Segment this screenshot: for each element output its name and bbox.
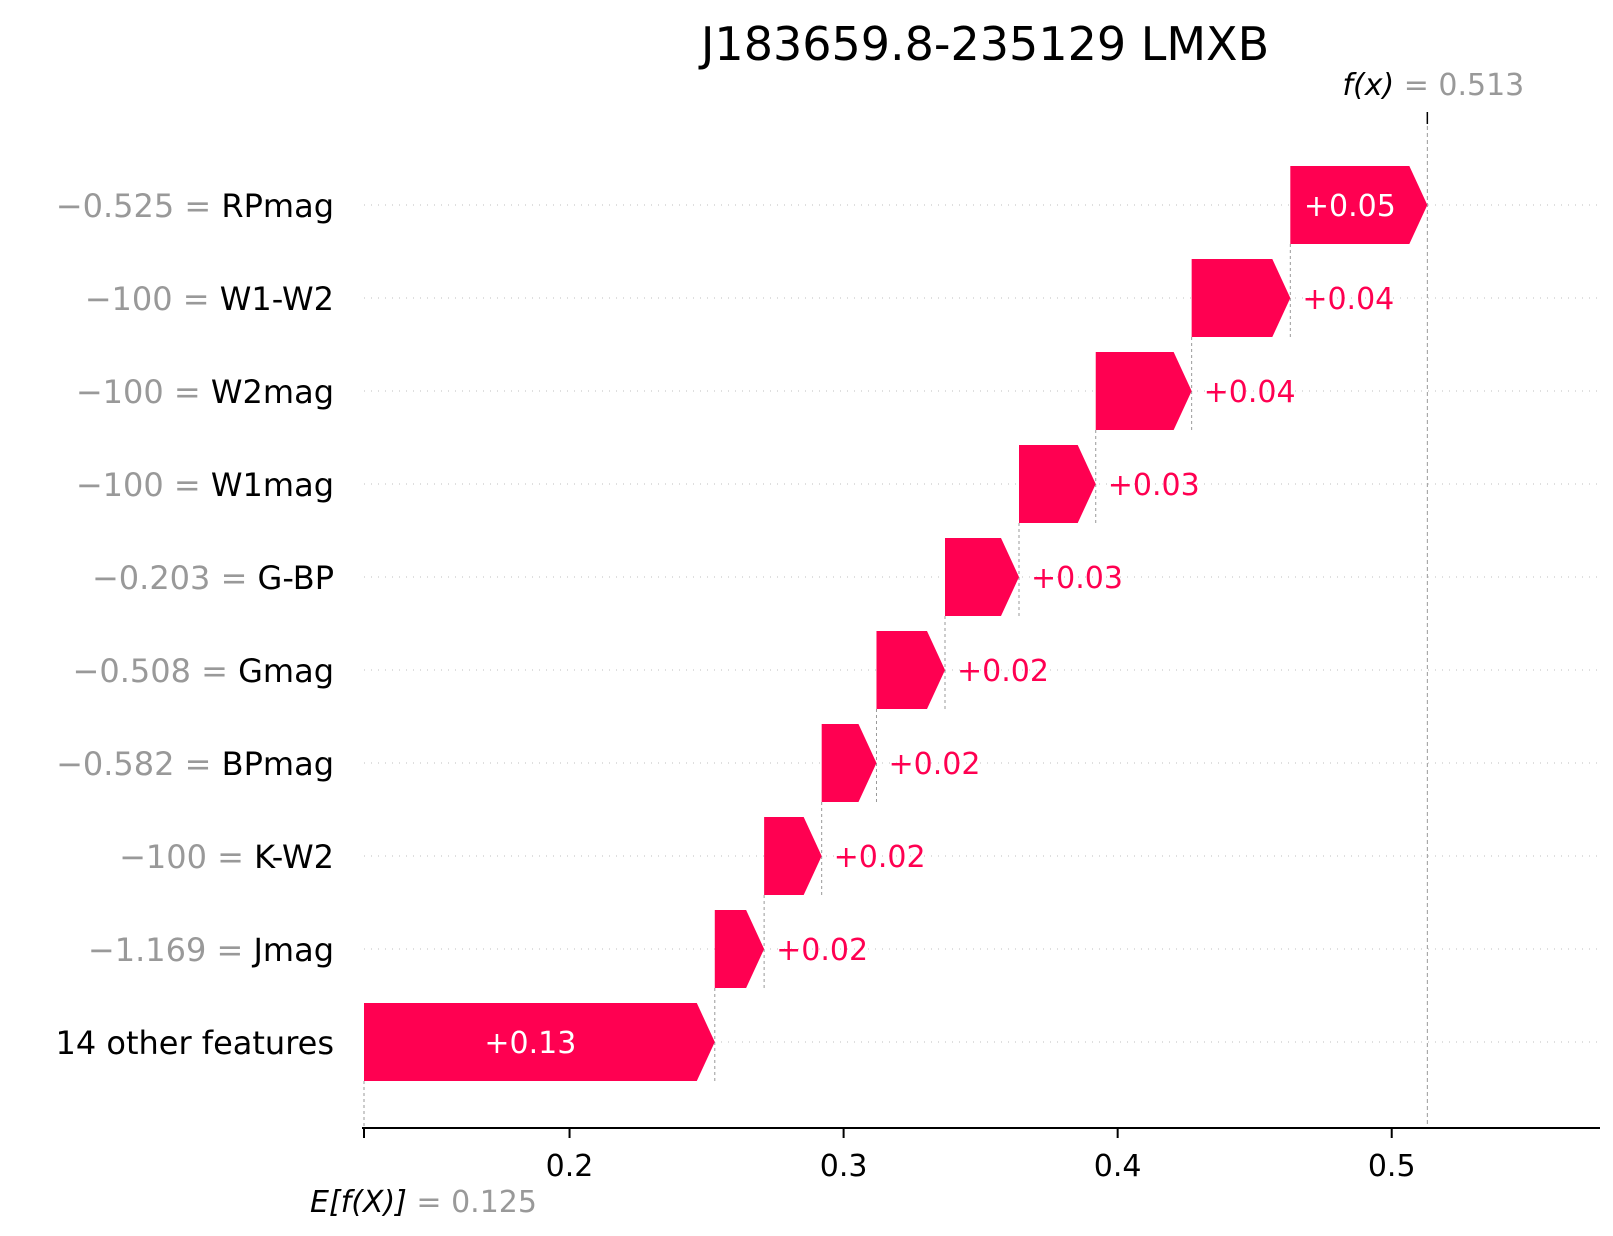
bars-layer bbox=[364, 166, 1427, 1081]
bar-value-label: +0.02 bbox=[888, 747, 980, 782]
bar-value-label: +0.03 bbox=[1031, 561, 1123, 596]
feature-value: −100 = bbox=[76, 373, 211, 411]
bar-value-label: +0.13 bbox=[484, 1026, 576, 1061]
feature-label: −100 = W1mag bbox=[76, 466, 334, 504]
bar-k-w2 bbox=[764, 817, 822, 895]
feature-label: −0.582 = BPmag bbox=[56, 745, 334, 783]
bar-value-label: +0.03 bbox=[1108, 468, 1200, 503]
feature-value: −0.582 = bbox=[56, 745, 222, 783]
feature-label: −1.169 = Jmag bbox=[88, 931, 334, 969]
bar-bpmag bbox=[822, 724, 877, 802]
feature-value: −100 = bbox=[119, 838, 254, 876]
bar-value-label: +0.04 bbox=[1302, 282, 1394, 317]
feature-name: W2mag bbox=[211, 373, 334, 411]
bar-jmag bbox=[715, 910, 764, 988]
bar-value-label: +0.02 bbox=[776, 933, 868, 968]
base-value-number: = 0.125 bbox=[416, 1185, 537, 1220]
bar-value-label: +0.02 bbox=[834, 840, 926, 875]
output-value-number: = 0.513 bbox=[1404, 68, 1525, 103]
feature-value: −0.203 = bbox=[92, 559, 258, 597]
bar-w2mag bbox=[1096, 352, 1192, 430]
feature-label: −100 = W1-W2 bbox=[85, 280, 334, 318]
bar-value-label: +0.04 bbox=[1204, 375, 1296, 410]
feature-label: −100 = K-W2 bbox=[119, 838, 334, 876]
bar-value-label: +0.05 bbox=[1304, 189, 1396, 224]
feature-label: −0.508 = Gmag bbox=[73, 652, 334, 690]
bar-w1-w2 bbox=[1192, 259, 1291, 337]
feature-label: −0.203 = G-BP bbox=[92, 559, 334, 597]
feature-name: Gmag bbox=[238, 652, 334, 690]
feature-value: −100 = bbox=[76, 466, 211, 504]
bar-g-bp bbox=[945, 538, 1019, 616]
feature-name: W1-W2 bbox=[220, 280, 334, 318]
x-tick-label: 0.4 bbox=[1094, 1149, 1142, 1184]
bar-w1mag bbox=[1019, 445, 1096, 523]
feature-label: −100 = W2mag bbox=[76, 373, 334, 411]
feature-name: W1mag bbox=[211, 466, 334, 504]
base-value-key: E[f(X)] bbox=[310, 1185, 416, 1220]
feature-name: 14 other features bbox=[55, 1024, 334, 1062]
feature-name: RPmag bbox=[221, 187, 334, 225]
bar-value-label: +0.02 bbox=[957, 654, 1049, 689]
feature-value: −100 = bbox=[85, 280, 220, 318]
feature-value: −0.525 = bbox=[56, 187, 222, 225]
feature-name: G-BP bbox=[258, 559, 334, 597]
output-value-key: f(x) bbox=[1342, 68, 1403, 103]
x-axis: 0.2 0.3 0.4 0.5 bbox=[362, 1128, 1600, 1184]
feature-label: −0.525 = RPmag bbox=[56, 187, 334, 225]
grid-layer bbox=[364, 205, 1600, 1042]
bar-gmag bbox=[876, 631, 945, 709]
chart-title: J183659.8-235129 LMXB bbox=[698, 17, 1269, 71]
feature-name: K-W2 bbox=[254, 838, 334, 876]
feature-value: −1.169 = bbox=[88, 931, 254, 969]
feature-label: 14 other features bbox=[55, 1024, 334, 1062]
x-tick-label: 0.3 bbox=[820, 1149, 868, 1184]
x-tick-label: 0.5 bbox=[1368, 1149, 1416, 1184]
feature-name: Jmag bbox=[251, 931, 334, 969]
base-value-annotation: E[f(X)] = 0.125 bbox=[310, 1185, 537, 1220]
x-tick-label: 0.2 bbox=[546, 1149, 594, 1184]
feature-name: BPmag bbox=[222, 745, 334, 783]
output-value-annotation: f(x) = 0.513 bbox=[1342, 68, 1524, 103]
feature-value: −0.508 = bbox=[73, 652, 239, 690]
